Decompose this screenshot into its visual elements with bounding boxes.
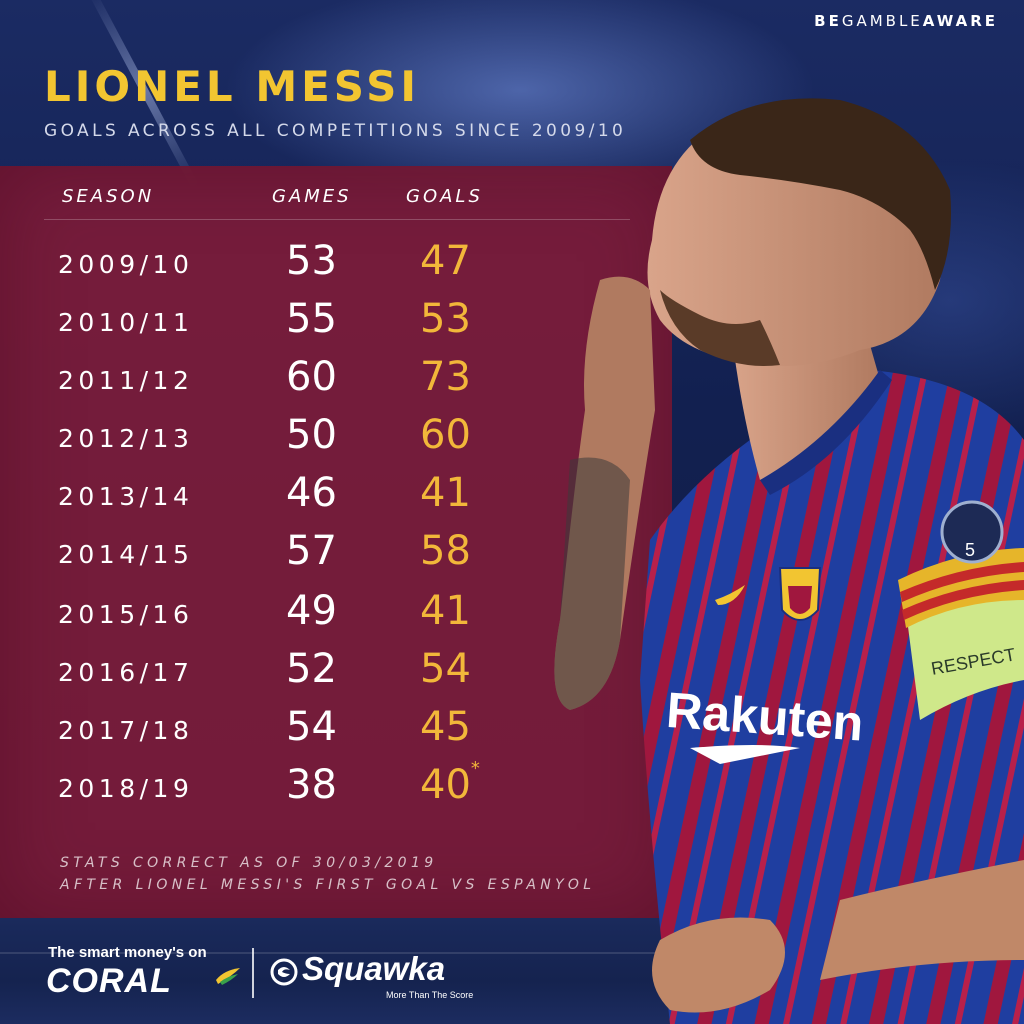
footnote-line-1: STATS CORRECT AS OF 30/03/2019	[60, 855, 438, 871]
gamble-middle: GAMBLE	[841, 12, 923, 30]
goals-cell: 53	[420, 296, 471, 342]
jersey-sponsor: Rakuten	[665, 682, 866, 752]
goals-value: 60	[420, 412, 471, 458]
goals-cell: 40*	[420, 758, 480, 808]
games-cell: 53	[286, 238, 337, 284]
brand-divider	[252, 948, 254, 998]
coral-tagline: The smart money's on	[48, 944, 207, 961]
season-cell: 2010/11	[58, 308, 194, 337]
games-cell: 50	[286, 412, 337, 458]
gamble-prefix: BE	[814, 12, 842, 30]
games-cell: 57	[286, 528, 337, 574]
goals-cell: 73	[420, 354, 471, 400]
pitch-line	[0, 952, 1024, 954]
goals-value: 40	[420, 762, 471, 808]
goals-cell: 41	[420, 588, 471, 634]
column-header-games: GAMES	[272, 186, 352, 207]
table-row: 2013/14 46 41	[0, 468, 672, 526]
table-row: 2016/17 52 54	[0, 644, 672, 702]
column-header-goals: GOALS	[406, 186, 483, 207]
goals-cell: 54	[420, 646, 471, 692]
goals-cell: 60	[420, 412, 471, 458]
goals-value: 73	[420, 354, 471, 400]
goals-value: 54	[420, 646, 471, 692]
column-header-season: SEASON	[62, 186, 155, 207]
games-cell: 55	[286, 296, 337, 342]
goals-value: 53	[420, 296, 471, 342]
goals-value: 45	[420, 704, 471, 750]
gamble-suffix: AWARE	[922, 12, 998, 30]
page-title: LIONEL MESSI	[44, 62, 421, 111]
goals-cell: 45	[420, 704, 471, 750]
games-cell: 54	[286, 704, 337, 750]
goals-cell: 47	[420, 238, 471, 284]
goals-value: 47	[420, 238, 471, 284]
player-illustration: RESPECT 5 Rakuten	[554, 98, 1024, 1024]
season-cell: 2011/12	[58, 366, 194, 395]
season-cell: 2014/15	[58, 540, 194, 569]
goals-cell: 41	[420, 470, 471, 516]
table-row: 2015/16 49 41	[0, 586, 672, 644]
season-cell: 2018/19	[58, 774, 194, 803]
table-row: 2014/15 57 58	[0, 526, 672, 584]
table-row: 2010/11 55 53	[0, 294, 672, 352]
coral-logo: CORAL	[46, 962, 172, 1000]
page-subtitle: GOALS ACROSS ALL COMPETITIONS SINCE 2009…	[44, 121, 627, 141]
season-cell: 2017/18	[58, 716, 194, 745]
squawka-logo-icon	[270, 958, 298, 986]
season-cell: 2015/16	[58, 600, 194, 629]
squawka-tagline: More Than The Score	[386, 990, 474, 1000]
table-row: 2009/10 53 47	[0, 236, 672, 294]
games-cell: 49	[286, 588, 337, 634]
swoosh-icon	[715, 585, 745, 605]
table-row: 2017/18 54 45	[0, 702, 672, 760]
begambleaware-logo: BEGAMBLEAWARE	[814, 12, 998, 30]
ucl-badge-icon	[940, 500, 1004, 564]
table-row: 2012/13 50 60	[0, 410, 672, 468]
table-row: 2011/12 60 73	[0, 352, 672, 410]
table-row: 2018/19 38 40*	[0, 758, 672, 818]
games-cell: 46	[286, 470, 337, 516]
games-cell: 52	[286, 646, 337, 692]
season-cell: 2016/17	[58, 658, 194, 687]
footnote-marker: *	[470, 758, 480, 779]
goals-value: 58	[420, 528, 471, 574]
season-cell: 2009/10	[58, 250, 194, 279]
stats-panel	[0, 166, 672, 918]
footnote-line-2: AFTER LIONEL MESSI'S FIRST GOAL VS ESPAN…	[60, 877, 596, 893]
games-cell: 38	[286, 762, 337, 808]
header-divider	[44, 219, 630, 220]
goals-value: 41	[420, 470, 471, 516]
squawka-logo: Squawka	[302, 950, 446, 987]
season-cell: 2013/14	[58, 482, 194, 511]
coral-flag-icon	[216, 968, 240, 985]
goals-cell: 58	[420, 528, 471, 574]
season-cell: 2012/13	[58, 424, 194, 453]
games-cell: 60	[286, 354, 337, 400]
goals-value: 41	[420, 588, 471, 634]
ucl-badge-number: 5	[965, 540, 975, 560]
